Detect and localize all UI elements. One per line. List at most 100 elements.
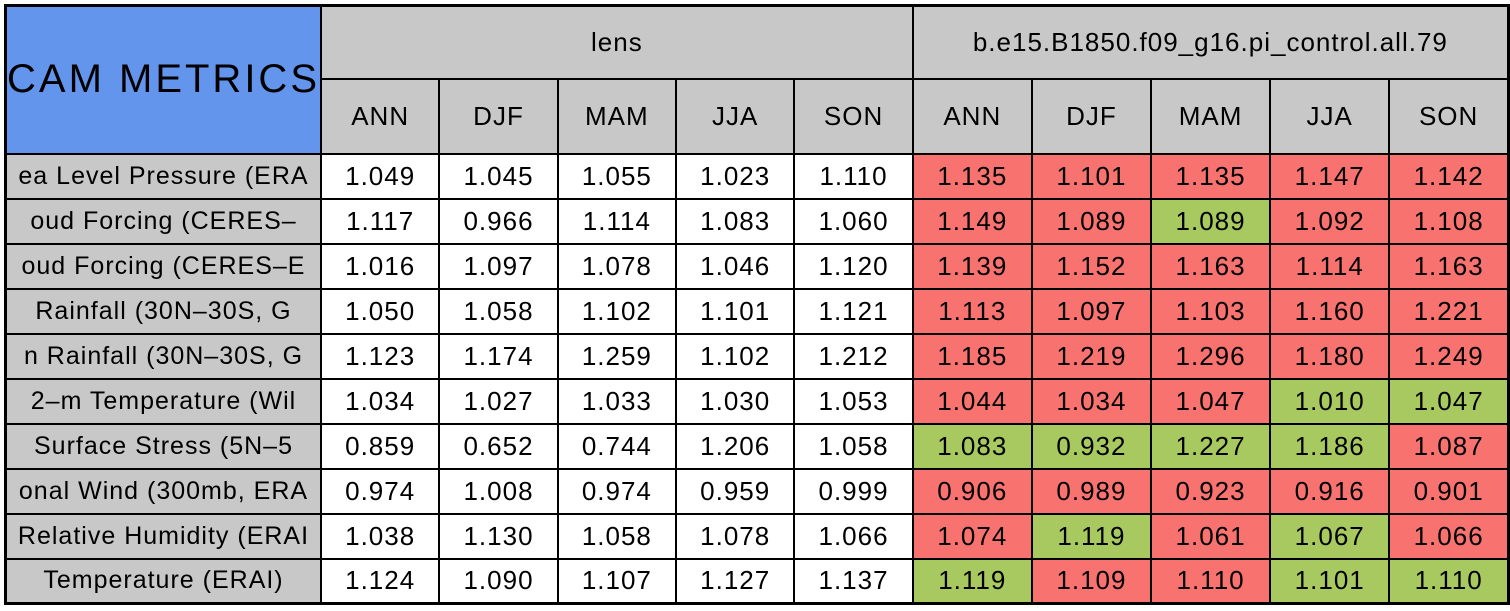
metric-cell-lens: 1.102: [556, 287, 678, 335]
metric-cell-lens: 1.060: [793, 197, 914, 245]
metric-cell-control: 0.901: [1388, 467, 1510, 515]
cam-metrics-table: CAM METRICS lens b.e15.B1850.f09_g16.pi_…: [4, 4, 1510, 605]
row-label: onal Wind (300mb, ERA: [4, 467, 322, 515]
metric-cell-lens: 1.259: [556, 332, 678, 380]
metric-cell-control: 1.109: [1030, 557, 1153, 605]
table-body: ea Level Pressure (ERA 1.049 1.045 1.055 1.0…: [4, 152, 1510, 605]
metric-cell-control: 1.163: [1388, 242, 1510, 290]
metric-cell-lens: 1.016: [319, 242, 441, 290]
table-row: 2–m Temperature (Wil 1.034 1.027 1.033 1.030…: [4, 377, 1510, 425]
metric-cell-lens: 1.212: [793, 332, 914, 380]
metric-cell-control: 1.180: [1269, 332, 1391, 380]
metric-cell-control: 1.083: [911, 422, 1033, 470]
metric-cell-control: 1.044: [911, 377, 1033, 425]
table-row: n Rainfall (30N–30S, G 1.123 1.174 1.259 1.1…: [4, 332, 1510, 380]
column-header-djf: DJF: [438, 77, 559, 155]
metric-cell-control: 1.103: [1149, 287, 1272, 335]
metric-cell-lens: 1.038: [319, 512, 441, 560]
metric-cell-control: 1.067: [1269, 512, 1391, 560]
metric-cell-lens: 0.974: [319, 467, 441, 515]
metric-cell-control: 1.108: [1388, 197, 1510, 245]
metric-cell-control: 1.110: [1149, 557, 1272, 605]
metric-cell-lens: 1.120: [793, 242, 914, 290]
metric-cell-lens: 1.121: [793, 287, 914, 335]
metric-cell-lens: 1.137: [793, 557, 914, 605]
metric-cell-control: 1.296: [1149, 332, 1272, 380]
metric-cell-lens: 1.117: [319, 197, 441, 245]
metric-cell-control: 1.249: [1388, 332, 1510, 380]
metric-cell-lens: 1.058: [438, 287, 559, 335]
metric-cell-lens: 0.999: [793, 467, 914, 515]
metric-cell-lens: 1.101: [675, 287, 796, 335]
metric-cell-control: 1.160: [1269, 287, 1391, 335]
metric-cell-control: 0.916: [1269, 467, 1391, 515]
metric-cell-lens: 0.652: [438, 422, 559, 470]
row-label: Rainfall (30N–30S, G: [4, 287, 322, 335]
row-label: ea Level Pressure (ERA: [4, 152, 322, 200]
table-row: Relative Humidity (ERAI 1.038 1.130 1.058 1.…: [4, 512, 1510, 560]
metric-cell-lens: 1.123: [319, 332, 441, 380]
metric-cell-lens: 1.008: [438, 467, 559, 515]
metric-cell-control: 1.101: [1269, 557, 1391, 605]
metric-cell-lens: 1.034: [319, 377, 441, 425]
metric-cell-control: 1.110: [1388, 557, 1510, 605]
metric-cell-control: 1.135: [1149, 152, 1272, 200]
column-header-djf: DJF: [1030, 77, 1153, 155]
metric-cell-lens: 0.966: [438, 197, 559, 245]
metric-cell-control: 0.906: [911, 467, 1033, 515]
metric-cell-lens: 1.130: [438, 512, 559, 560]
metric-cell-lens: 1.030: [675, 377, 796, 425]
metric-cell-control: 1.186: [1269, 422, 1391, 470]
metric-cell-control: 1.163: [1149, 242, 1272, 290]
metric-cell-lens: 1.124: [319, 557, 441, 605]
metric-cell-lens: 1.107: [556, 557, 678, 605]
row-label: Temperature (ERAI): [4, 557, 322, 605]
column-header-ann: ANN: [319, 77, 441, 155]
column-header-jja: JJA: [1269, 77, 1391, 155]
metric-cell-control: 1.221: [1388, 287, 1510, 335]
metric-cell-lens: 1.033: [556, 377, 678, 425]
row-label: 2–m Temperature (Wil: [4, 377, 322, 425]
metric-cell-lens: 1.046: [675, 242, 796, 290]
metric-cell-control: 1.087: [1388, 422, 1510, 470]
metric-cell-control: 1.149: [911, 197, 1033, 245]
table-row: Temperature (ERAI) 1.124 1.090 1.107 1.127 1.…: [4, 557, 1510, 605]
metric-cell-lens: 1.027: [438, 377, 559, 425]
metric-cell-control: 1.119: [911, 557, 1033, 605]
table-row: Rainfall (30N–30S, G 1.050 1.058 1.102 1.101…: [4, 287, 1510, 335]
metric-cell-control: 1.135: [911, 152, 1033, 200]
table-title: CAM METRICS: [4, 4, 322, 155]
metric-cell-lens: 1.097: [438, 242, 559, 290]
column-header-son: SON: [1388, 77, 1510, 155]
metric-cell-lens: 1.127: [675, 557, 796, 605]
metric-cell-control: 1.227: [1149, 422, 1272, 470]
metric-cell-control: 1.092: [1269, 197, 1391, 245]
metric-cell-control: 1.142: [1388, 152, 1510, 200]
metric-cell-control: 1.119: [1030, 512, 1153, 560]
metric-cell-lens: 1.102: [675, 332, 796, 380]
metric-cell-lens: 0.744: [556, 422, 678, 470]
metric-cell-lens: 1.114: [556, 197, 678, 245]
row-label: oud Forcing (CERES–E: [4, 242, 322, 290]
metric-cell-lens: 1.078: [556, 242, 678, 290]
group-header-lens: lens: [320, 4, 914, 80]
table-row: ea Level Pressure (ERA 1.049 1.045 1.055 1.0…: [4, 152, 1510, 200]
metric-cell-lens: 1.174: [438, 332, 559, 380]
metric-cell-lens: 1.053: [793, 377, 914, 425]
group-header-control: b.e15.B1850.f09_g16.pi_control.all.79: [911, 4, 1510, 80]
metric-cell-control: 1.066: [1388, 512, 1510, 560]
metric-cell-control: 1.185: [911, 332, 1033, 380]
metric-cell-control: 1.061: [1149, 512, 1272, 560]
metric-cell-control: 1.114: [1269, 242, 1391, 290]
metric-cell-lens: 1.045: [438, 152, 559, 200]
metric-cell-lens: 1.058: [793, 422, 914, 470]
season-header-row: ANN DJF MAM JJA SON ANN DJF MAM JJA SON: [6, 77, 1510, 155]
group-header-row: CAM METRICS lens b.e15.B1850.f09_g16.pi_…: [4, 4, 1510, 155]
row-label: oud Forcing (CERES–: [4, 197, 322, 245]
metric-cell-control: 1.101: [1030, 152, 1153, 200]
metric-cell-lens: 1.090: [438, 557, 559, 605]
metric-cell-lens: 0.959: [675, 467, 796, 515]
column-header-son: SON: [793, 77, 914, 155]
metric-cell-lens: 1.050: [319, 287, 441, 335]
metric-cell-control: 1.097: [1030, 287, 1153, 335]
